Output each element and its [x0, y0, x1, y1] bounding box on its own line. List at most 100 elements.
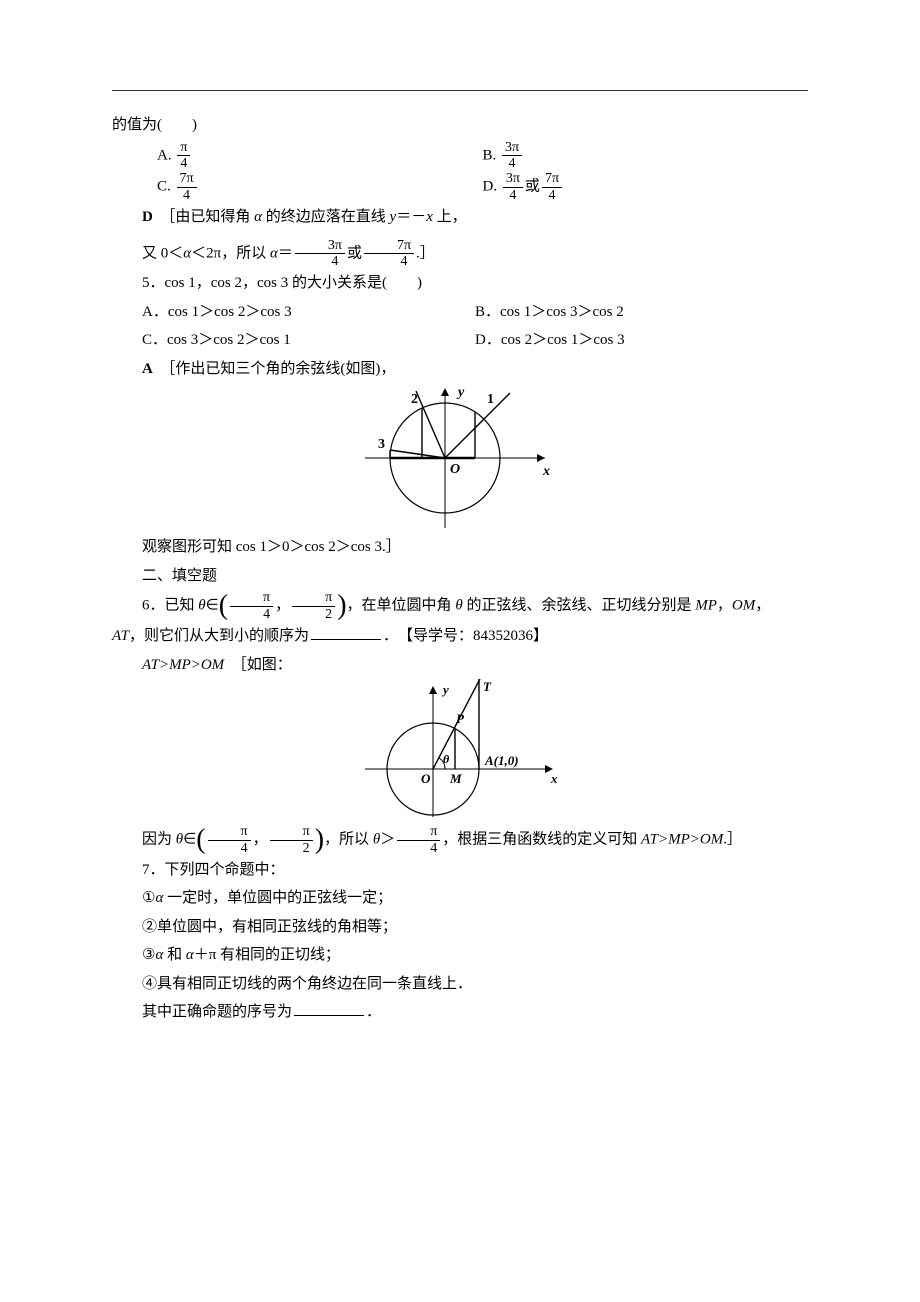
- frac-den: 4: [503, 187, 523, 203]
- opt-label: B.: [483, 147, 497, 163]
- frac-num: π: [270, 824, 313, 839]
- frac-den: 4: [502, 155, 522, 171]
- frac-num: π: [397, 824, 440, 839]
- txt: ［由已知得角: [168, 209, 254, 225]
- answer: D: [142, 209, 153, 225]
- q5-figure: 1 2 3 y x O: [112, 383, 808, 533]
- q4-option-b: B. 3π 4: [483, 140, 809, 172]
- theta: θ: [455, 598, 462, 614]
- fraction: π2: [270, 824, 313, 856]
- x: x: [426, 209, 433, 225]
- fraction: π2: [292, 590, 335, 622]
- rparen: ): [337, 590, 346, 621]
- frac-num: 3π: [503, 171, 523, 186]
- fraction: 3π4: [295, 238, 345, 270]
- answer: A: [142, 361, 153, 377]
- txt: 因为: [142, 831, 176, 847]
- period: ．: [366, 1004, 381, 1020]
- sep: ，: [717, 598, 732, 614]
- answer: AT>MP>OM: [142, 657, 224, 673]
- txt: 上，: [433, 209, 467, 225]
- frac-den: 2: [270, 840, 313, 856]
- om: OM: [732, 598, 755, 614]
- label-3: 3: [378, 437, 385, 452]
- alpha: α: [183, 245, 191, 261]
- blank: [294, 1000, 364, 1016]
- alpha: α: [254, 209, 262, 225]
- txt: 一定时，单位圆中的正弦线一定；: [163, 890, 392, 906]
- unit-circle-figure-2: y x O M P T θ A(1,0): [355, 679, 565, 824]
- q6-figure: y x O M P T θ A(1,0): [112, 679, 808, 824]
- label-x: x: [550, 771, 558, 786]
- period: ．: [383, 628, 391, 644]
- q4-answer-line2: 又 0＜α＜2π，所以 α＝3π4或7π4.］: [112, 238, 808, 270]
- q5-opt-b: B．cos 1＞cos 3＞cos 2: [475, 298, 808, 327]
- frac-num: 7π: [542, 171, 562, 186]
- q6-line2: AT，则它们从大到小的顺序为 ． 【导学号：84352036】: [112, 622, 808, 651]
- lparen: (: [196, 824, 205, 855]
- txt: 又 0＜: [142, 245, 183, 261]
- txt: 6．已知: [142, 598, 198, 614]
- q7-stem: 7．下列四个命题中：: [112, 856, 808, 885]
- q4-answer-line: D ［由已知得角 α 的终边应落在直线 y＝－x 上，: [112, 203, 808, 232]
- q4-stem: 的值为( ): [112, 111, 808, 140]
- txt: 的正弦线、余弦线、正切线分别是: [463, 598, 696, 614]
- lparen: (: [219, 590, 228, 621]
- frac-den: 4: [230, 606, 273, 622]
- txt: ［如图：: [239, 657, 292, 673]
- txt: 其中正确命题的序号为: [142, 1004, 292, 1020]
- txt: .］: [723, 831, 742, 847]
- in: ∈: [206, 598, 219, 614]
- opt-label: C.: [157, 179, 171, 195]
- opt-label: D.: [483, 179, 498, 195]
- blank: [311, 624, 381, 640]
- page: 的值为( ) A. π 4 B. 3π 4 C. 7π 4 D.: [0, 0, 920, 1107]
- fraction: π4: [230, 590, 273, 622]
- frac-den: 4: [542, 187, 562, 203]
- frac-den: 4: [177, 187, 197, 203]
- frac-num: 7π: [364, 238, 414, 253]
- txt: ，在单位圆中角: [347, 598, 456, 614]
- label-o: O: [421, 771, 431, 786]
- answer: AT>MP>OM: [641, 831, 723, 847]
- frac-num: π: [208, 824, 251, 839]
- fraction: 7π4: [364, 238, 414, 270]
- txt: ①: [142, 890, 155, 906]
- txt: ＜2π，所以: [191, 245, 270, 261]
- label-1: 1: [487, 392, 494, 407]
- txt: ，根据三角函数线的定义可知: [442, 831, 641, 847]
- at: AT: [112, 628, 129, 644]
- frac-num: π: [177, 140, 190, 155]
- fraction: 3π 4: [502, 140, 522, 172]
- alpha: α: [186, 947, 194, 963]
- section-2: 二、填空题: [112, 562, 808, 591]
- q7-p5: 其中正确命题的序号为 ．: [112, 998, 808, 1027]
- q5-options-row2: C．cos 3＞cos 2＞cos 1 D．cos 2＞cos 1＞cos 3: [142, 326, 808, 355]
- txt: ，所以: [324, 831, 373, 847]
- label-y: y: [441, 682, 449, 697]
- q4-option-a: A. π 4: [157, 140, 483, 172]
- txt: ＝－: [396, 209, 426, 225]
- label-y: y: [456, 385, 465, 400]
- txt: .］: [416, 245, 435, 261]
- q6-stem: 6．已知 θ∈(π4，π2)，在单位圆中角 θ 的正弦线、余弦线、正切线分别是 …: [112, 590, 808, 622]
- label-a: A(1,0): [484, 753, 519, 768]
- frac-den: 4: [295, 253, 345, 269]
- frac-den: 4: [177, 155, 190, 171]
- label-p: P: [456, 711, 465, 726]
- txt: ［作出已知三个角的余弦线(如图)，: [168, 361, 396, 377]
- fraction: 7π 4: [542, 171, 562, 203]
- label-o: O: [450, 462, 460, 477]
- txt: ，则它们从大到小的顺序为: [129, 628, 309, 644]
- txt: ＞: [380, 831, 395, 847]
- q5-opt-d: D．cos 2＞cos 1＞cos 3: [475, 326, 808, 355]
- frac-num: π: [292, 590, 335, 605]
- q7-p1: ①α 一定时，单位圆中的正弦线一定；: [112, 884, 808, 913]
- q4-option-c: C. 7π 4: [157, 171, 483, 203]
- q6-answer: AT>MP>OM ［如图：: [112, 651, 808, 680]
- frac-num: 7π: [177, 171, 197, 186]
- comma: ，: [275, 598, 290, 614]
- or: 或: [347, 245, 362, 261]
- txt: 的终边应落在直线: [262, 209, 390, 225]
- ref: 【导学号：84352036】: [406, 628, 549, 644]
